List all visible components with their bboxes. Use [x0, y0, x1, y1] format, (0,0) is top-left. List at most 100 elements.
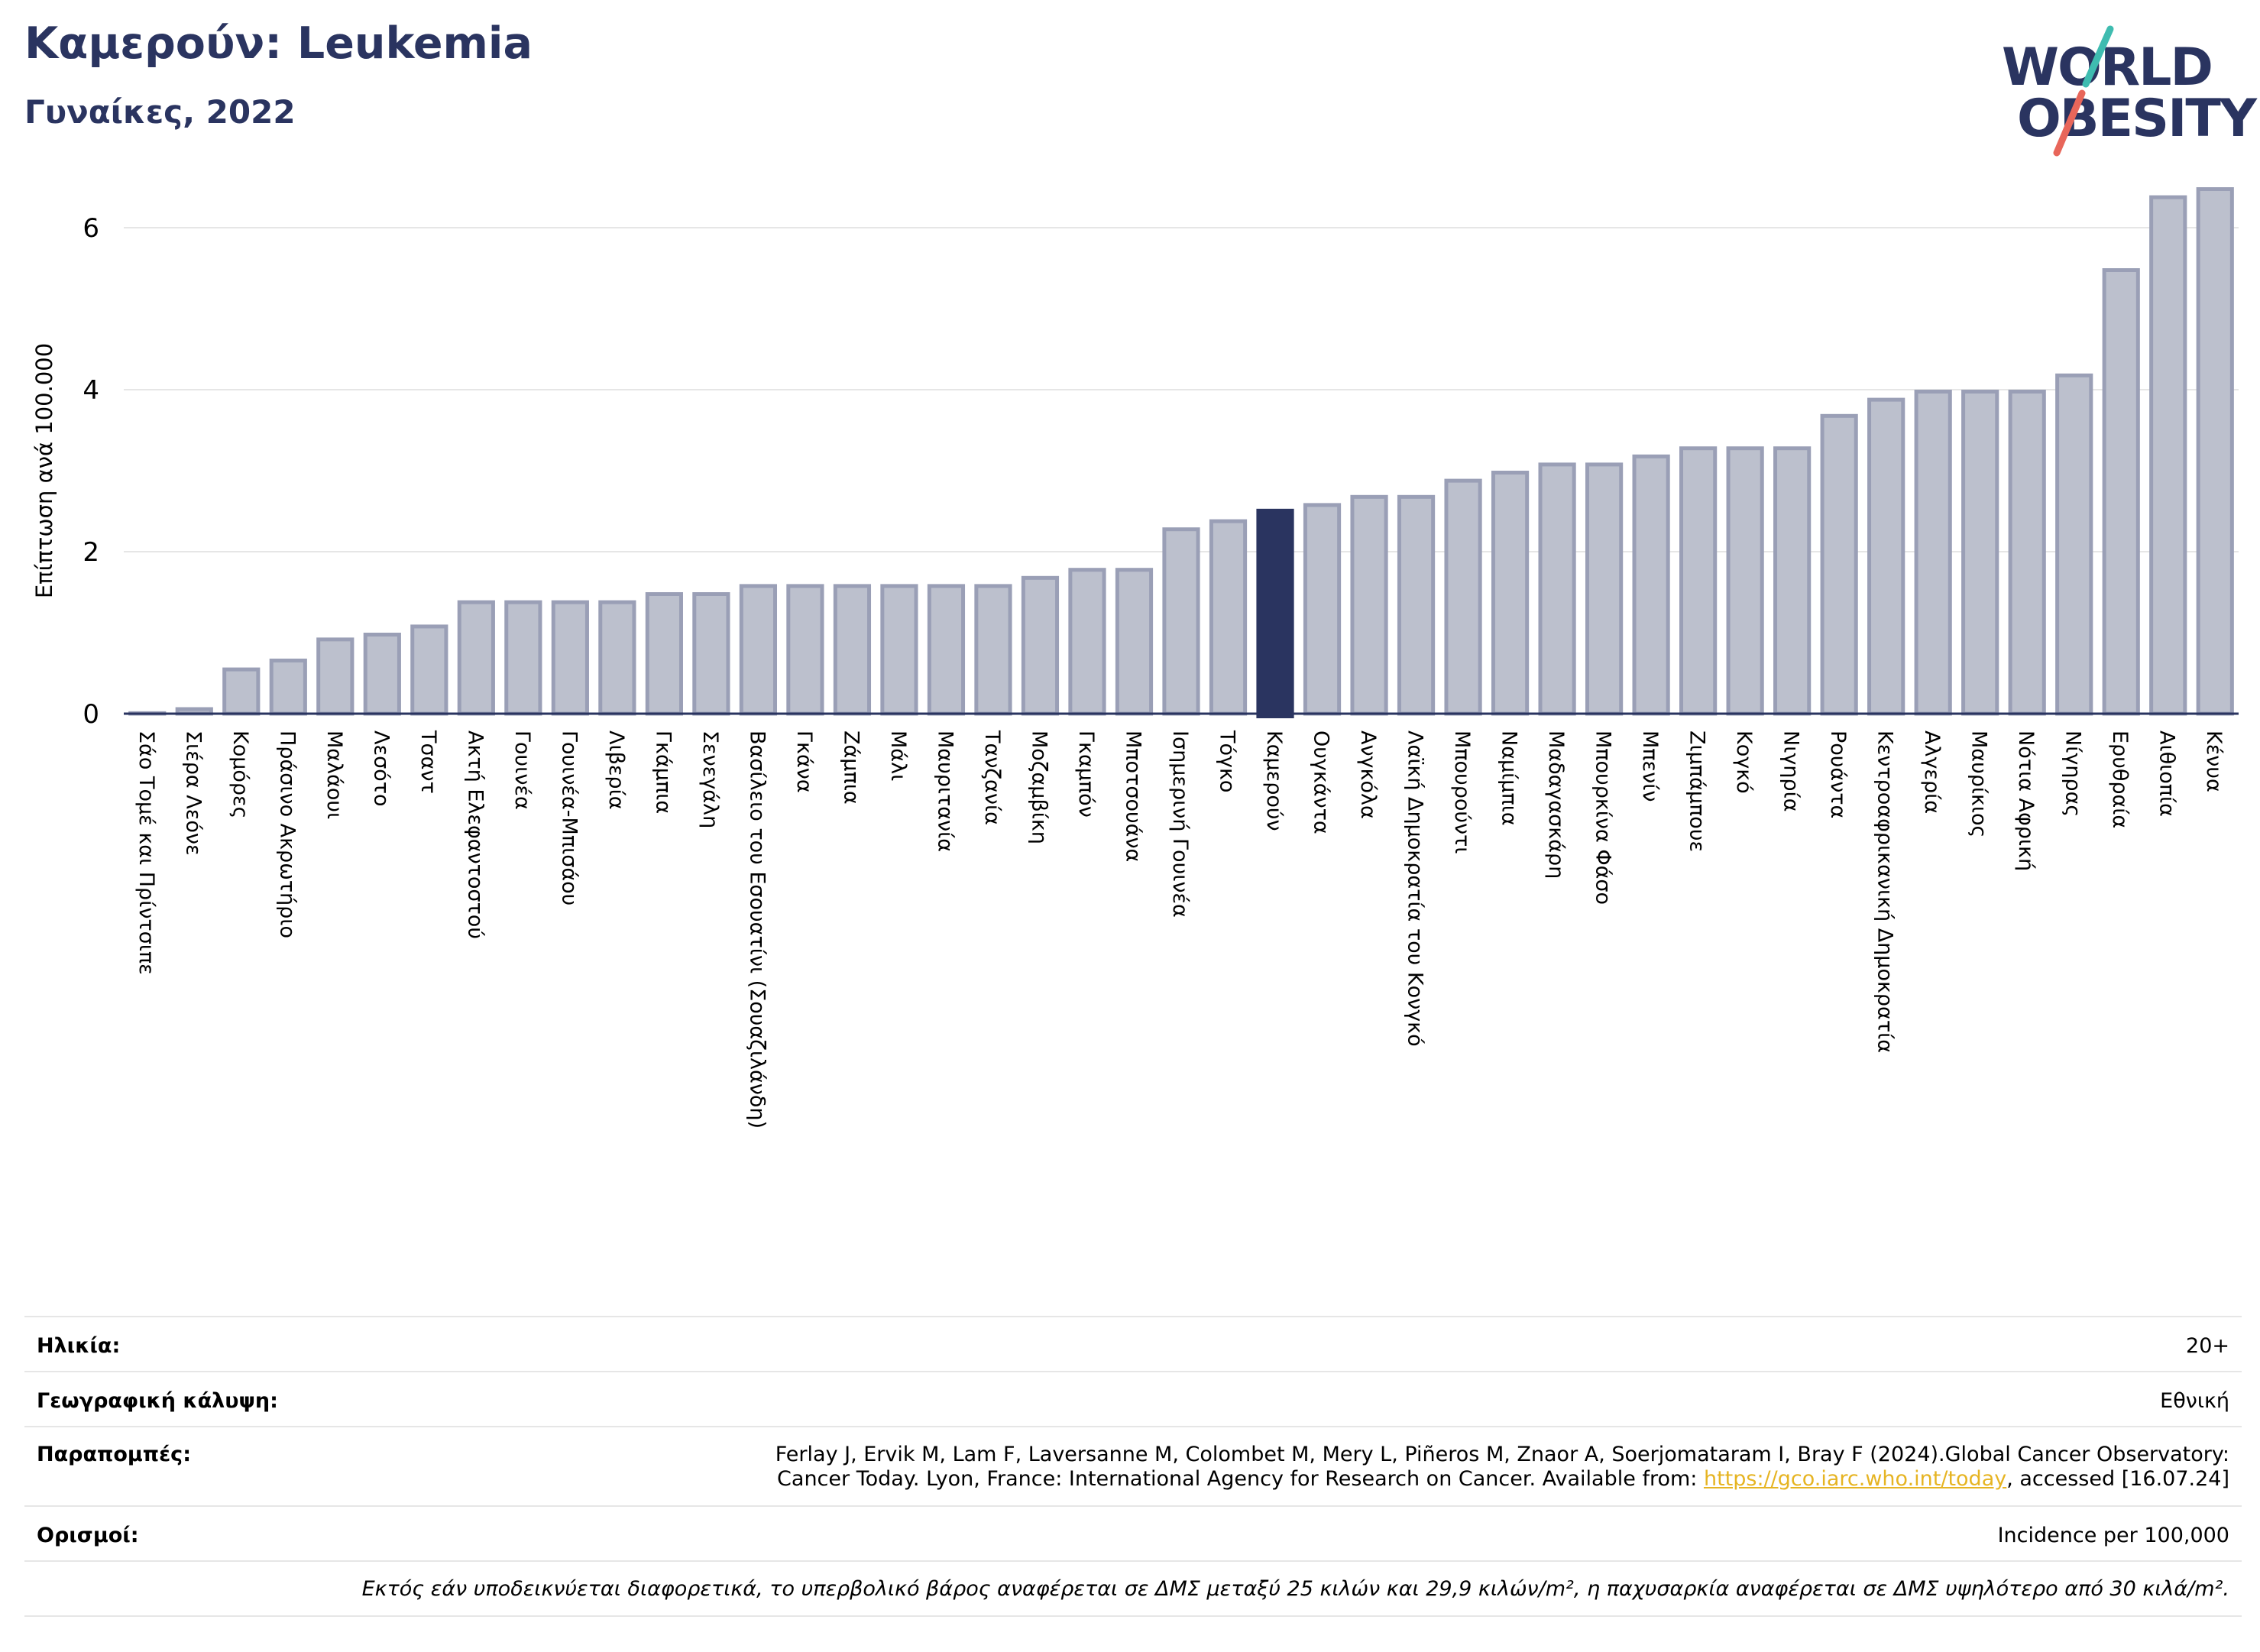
x-tick-label: Μαλάουι [322, 730, 346, 819]
x-tick-label: Μάλι [886, 730, 910, 781]
x-tick-label: Γουινέα-Μπισάου [557, 730, 581, 905]
bar [269, 658, 307, 716]
x-tick-label: Τανζανία [980, 730, 1004, 825]
bar [598, 600, 636, 716]
bar [1397, 494, 1436, 716]
y-tick-label: 4 [83, 375, 99, 406]
bar [1303, 503, 1342, 716]
bar [1914, 390, 1952, 716]
x-tick-label: Σάο Τομέ και Πρίντσιπε [134, 730, 158, 975]
info-row-note: Εκτός εάν υποδεικνύεται διαφορετικά, το … [24, 1560, 2242, 1617]
bar [692, 592, 730, 716]
x-tick-label: Τόγκο [1216, 730, 1239, 792]
chart-title: Καμερούν: Leukemia [24, 18, 533, 69]
bar [1538, 462, 1576, 716]
bar-highlighted [1256, 508, 1294, 718]
bar [786, 584, 824, 716]
references-line2: Cancer Today. Lyon, France: Internationa… [777, 1467, 2229, 1491]
bar [1585, 462, 1624, 716]
x-tick-label: Νίγηρας [2061, 730, 2085, 817]
bar [316, 637, 355, 716]
bar [2102, 268, 2140, 716]
note-text: Εκτός εάν υποδεικνύεται διαφορετικά, το … [361, 1577, 2229, 1601]
x-tick-label: Βασίλειο του Εσουατίνι (Σουαζιλάνδη) [745, 730, 769, 1129]
x-tick-label: Καμερούν [1262, 730, 1286, 831]
x-tick-label: Τσαντ [416, 730, 440, 794]
x-tick-label: Ανγκόλα [1356, 730, 1380, 819]
bar [974, 584, 1012, 716]
x-tick-label: Αιθιοπία [2155, 730, 2179, 817]
x-tick-label: Μαυρίκιος [1967, 730, 1991, 837]
bar [833, 584, 872, 716]
x-tick-label: Μπουρούντι [1450, 730, 1474, 854]
bar [645, 592, 683, 716]
references-label: Παραπομπές: [37, 1443, 191, 1466]
x-tick-label: Γκάμπια [651, 730, 675, 814]
y-tick-label: 0 [83, 699, 99, 730]
x-tick-label: Λεσότο [369, 730, 393, 806]
coverage-value: Εθνική [2160, 1389, 2229, 1413]
x-tick-label: Κεντροαφρικανική Δημοκρατία [1873, 730, 1897, 1053]
x-tick-label: Μαυριτανία [933, 730, 957, 852]
bar [410, 624, 448, 716]
x-tick-label: Μπουρκίνα Φάσο [1591, 730, 1615, 905]
bar [880, 584, 918, 716]
bar [1021, 575, 1060, 716]
bar-chart: 0 2 4 6 Επίπτωση ανά 100.000 Σάο Τομέ και Πρί… [31, 187, 2239, 1129]
x-tick-label: Ερυθραία [2108, 730, 2132, 828]
x-tick-label: Ζιμπάμπουε [1685, 730, 1709, 852]
bar [1068, 568, 1106, 716]
bar [551, 600, 589, 716]
x-tick-label: Νιγηρία [1779, 730, 1803, 812]
definitions-label: Ορισμοί: [37, 1524, 139, 1547]
logo-line1: WORLD [2002, 37, 2213, 98]
bar [1162, 527, 1200, 716]
x-tick-label: Νότια Αφρική [2014, 730, 2038, 871]
bar [504, 600, 542, 716]
references-link[interactable]: https://gco.iarc.who.int/today [1703, 1467, 2007, 1491]
bar [1209, 519, 1248, 716]
bar [1444, 478, 1482, 716]
x-tick-label: Κένυα [2202, 730, 2226, 792]
x-tick-label: Ρουάντα [1826, 730, 1850, 818]
world-obesity-logo: WORLD OBESITY [1986, 23, 2257, 160]
bar [2055, 373, 2093, 716]
bar [927, 584, 966, 716]
bar [1867, 397, 1905, 716]
age-value: 20+ [2186, 1334, 2229, 1358]
bar [2196, 187, 2234, 716]
info-row-references: Παραπομπές: Ferlay J, Ervik M, Lam F, La… [24, 1426, 2242, 1505]
x-tick-label: Αλγερία [1920, 730, 1944, 814]
y-tick-label: 6 [83, 213, 99, 244]
bar [1820, 413, 1858, 716]
bar [2149, 195, 2187, 716]
x-tick-label: Σενεγάλη [698, 730, 722, 828]
info-row-definitions: Ορισμοί: Incidence per 100,000 [24, 1505, 2242, 1560]
y-tick-label: 2 [83, 537, 99, 568]
bar [363, 633, 401, 716]
definitions-value: Incidence per 100,000 [1997, 1524, 2229, 1547]
info-table: Ηλικία: 20+ Γεωγραφική κάλυψη: Εθνική Πα… [24, 1316, 2242, 1617]
age-label: Ηλικία: [37, 1334, 121, 1358]
x-tick-label: Σιέρα Λεόνε [181, 730, 205, 856]
x-tick-label: Ναμίμπια [1497, 730, 1521, 826]
chart-subtitle: Γυναίκες, 2022 [24, 93, 296, 131]
x-tick-label: Μπενίν [1638, 730, 1662, 802]
x-tick-label: Ζάμπια [839, 730, 863, 805]
logo-slash-icon [2053, 25, 2114, 157]
bar [222, 667, 261, 716]
x-tick-label: Πράσινο Ακρωτήριο [275, 730, 299, 938]
x-tick-label: Γουινέα [510, 730, 534, 810]
bar [1773, 446, 1812, 716]
references-value: Ferlay J, Ervik M, Lam F, Laversanne M, … [775, 1443, 2229, 1492]
x-tick-label: Ακτή Ελεφαντοστού [463, 730, 487, 939]
x-tick-label: Γκάνα [792, 730, 816, 793]
bar [1632, 454, 1670, 716]
coverage-label: Γεωγραφική κάλυψη: [37, 1389, 278, 1413]
x-tick-label: Κογκό [1732, 730, 1756, 794]
bar [1115, 568, 1154, 716]
bar [2008, 390, 2046, 716]
logo-line2: OBESITY [2017, 89, 2257, 149]
bar [1350, 494, 1388, 716]
x-tick-label: Κομόρες [228, 730, 252, 819]
